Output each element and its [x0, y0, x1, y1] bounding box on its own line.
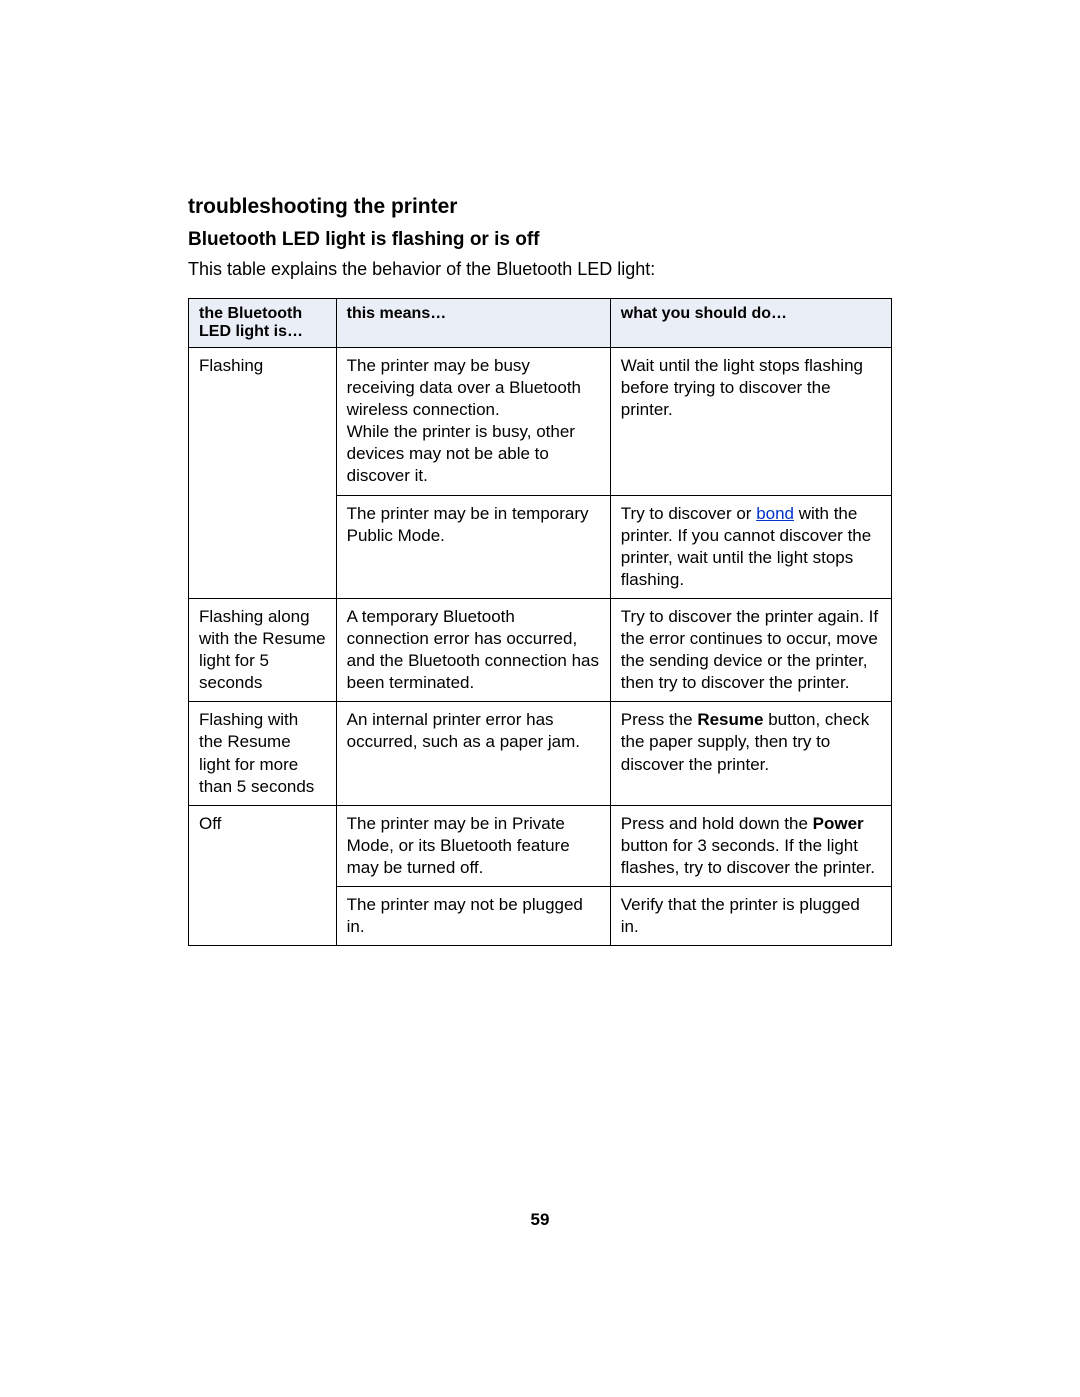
- header-led: the Bluetooth LED light is…: [189, 299, 337, 348]
- cell-action: Verify that the printer is plugged in.: [610, 886, 891, 945]
- table-row: Flashing with the Resume light for more …: [189, 702, 892, 805]
- troubleshoot-table: the Bluetooth LED light is… this means… …: [188, 298, 892, 946]
- cell-means: The printer may be busy receiving data o…: [336, 348, 610, 496]
- cell-means: A temporary Bluetooth connection error h…: [336, 598, 610, 701]
- action-text-pre: Try to discover or: [621, 504, 756, 523]
- cell-means: The printer may be in Private Mode, or i…: [336, 805, 610, 886]
- cell-led: Flashing along with the Resume light for…: [189, 598, 337, 701]
- table-row: Flashing The printer may be busy receivi…: [189, 348, 892, 496]
- action-text-pre: Press and hold down the: [621, 814, 813, 833]
- cell-means: The printer may be in temporary Public M…: [336, 495, 610, 598]
- table-row: Off The printer may be in Private Mode, …: [189, 805, 892, 886]
- cell-led-empty: [189, 495, 337, 598]
- sub-heading: Bluetooth LED light is flashing or is of…: [188, 229, 892, 251]
- cell-action: Try to discover or bond with the printer…: [610, 495, 891, 598]
- table-row: The printer may not be plugged in. Verif…: [189, 886, 892, 945]
- cell-action: Press the Resume button, check the paper…: [610, 702, 891, 805]
- cell-action: Press and hold down the Power button for…: [610, 805, 891, 886]
- cell-action: Try to discover the printer again. If th…: [610, 598, 891, 701]
- cell-action: Wait until the light stops flashing befo…: [610, 348, 891, 496]
- cell-led: Flashing with the Resume light for more …: [189, 702, 337, 805]
- intro-text: This table explains the behavior of the …: [188, 259, 892, 280]
- resume-bold: Resume: [697, 710, 763, 729]
- cell-led-empty: [189, 886, 337, 945]
- table-row: The printer may be in temporary Public M…: [189, 495, 892, 598]
- action-text-pre: Press the: [621, 710, 698, 729]
- section-heading: troubleshooting the printer: [188, 195, 892, 219]
- cell-means: The printer may not be plugged in.: [336, 886, 610, 945]
- action-text-post: button for 3 seconds. If the light flash…: [621, 836, 875, 877]
- table-row: Flashing along with the Resume light for…: [189, 598, 892, 701]
- cell-led: Flashing: [189, 348, 337, 496]
- cell-led: Off: [189, 805, 337, 886]
- header-action: what you should do…: [610, 299, 891, 348]
- page-number: 59: [0, 1210, 1080, 1230]
- power-bold: Power: [813, 814, 864, 833]
- cell-means: An internal printer error has occurred, …: [336, 702, 610, 805]
- table-header-row: the Bluetooth LED light is… this means… …: [189, 299, 892, 348]
- bond-link[interactable]: bond: [756, 504, 794, 523]
- header-means: this means…: [336, 299, 610, 348]
